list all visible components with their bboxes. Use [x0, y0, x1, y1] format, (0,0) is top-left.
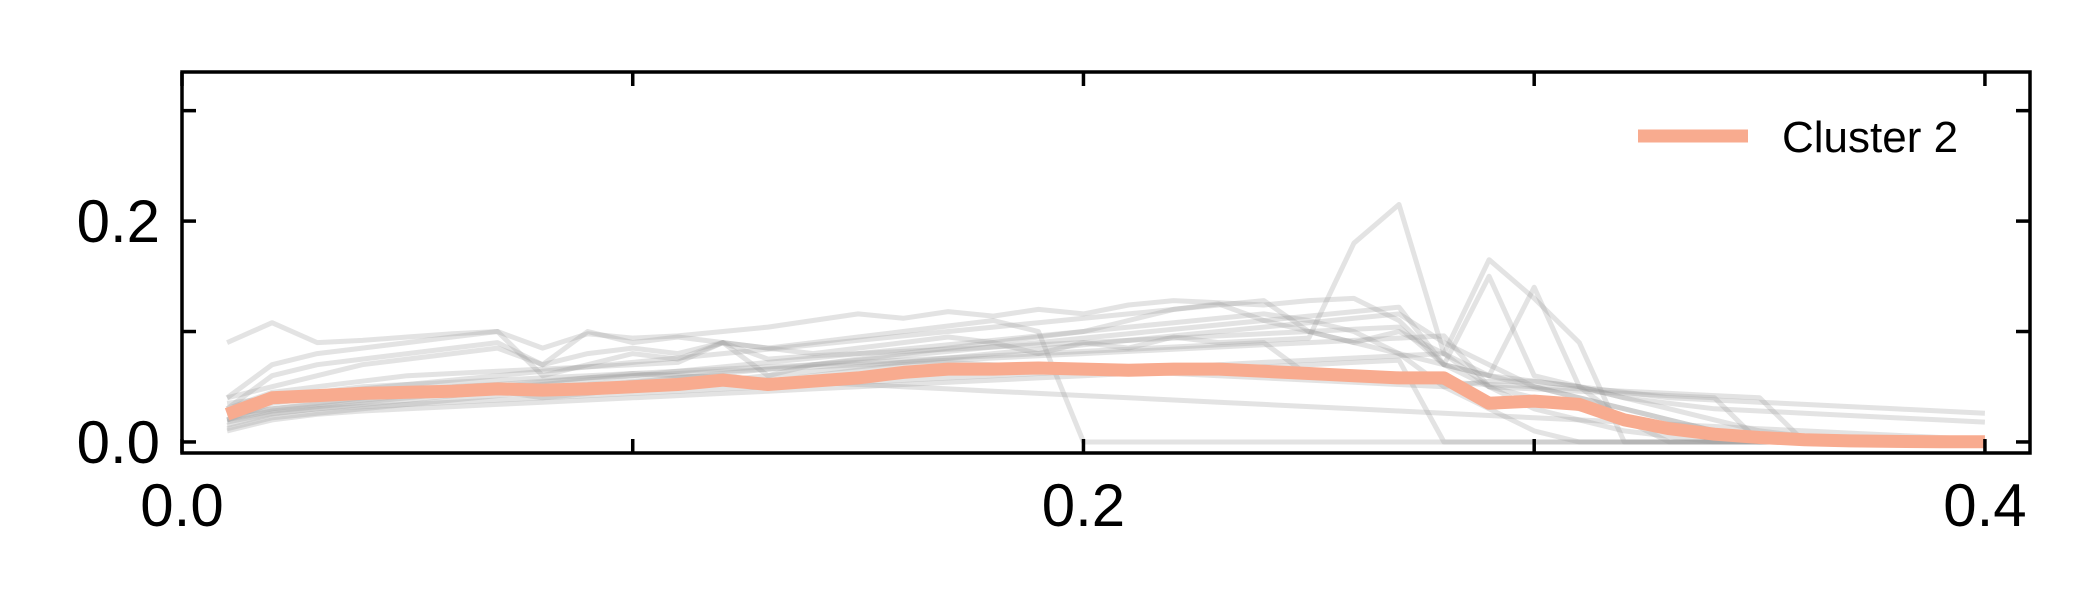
plot-frame	[180, 70, 2032, 455]
series-line-3	[225, 318, 1985, 445]
y-tick-label: 0.2	[77, 188, 160, 255]
y-tick-label: 0.0	[77, 409, 160, 476]
series-line-cluster-2	[224, 361, 1985, 449]
x-tick-label: 0.0	[140, 472, 223, 539]
series-line-11	[226, 340, 1985, 445]
series-line-9	[226, 284, 1985, 445]
x-tick-label: 0.4	[1943, 472, 2026, 539]
series-line-1	[226, 273, 1986, 425]
x-tick-label: 0.2	[1042, 472, 1125, 539]
legend: Cluster 2	[1638, 113, 1958, 162]
axes-layer: 0.0 0.2 0.4 0.0 0.2	[77, 70, 2032, 539]
series-line-5	[226, 333, 1985, 445]
series-line-4	[226, 257, 1985, 445]
legend-label-cluster-2: Cluster 2	[1782, 113, 1958, 162]
series-layer	[224, 202, 1986, 449]
